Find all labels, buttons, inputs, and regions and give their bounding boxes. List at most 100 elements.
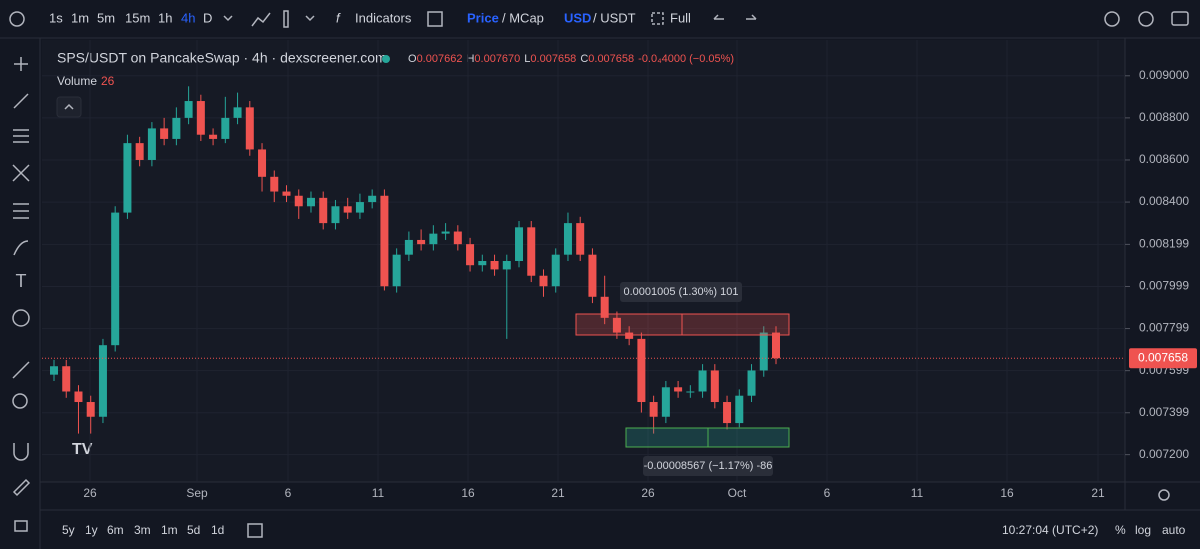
indicators-button[interactable]: Indicators (355, 10, 412, 25)
trendline-tool[interactable] (13, 93, 29, 109)
y-tick-label: 0.008600 (1139, 152, 1189, 166)
candle-body (772, 332, 780, 359)
candle-body (209, 134, 218, 139)
candle-body (490, 261, 499, 270)
candle-body (478, 261, 487, 266)
candle-body (392, 254, 401, 287)
range-button[interactable]: 1y (85, 523, 98, 537)
candle-body (74, 391, 83, 403)
fib-tool[interactable] (13, 129, 29, 143)
candle-body (637, 338, 646, 403)
candle-body (686, 391, 695, 393)
candle-body (245, 107, 254, 150)
layout-icon[interactable] (427, 11, 443, 27)
legend-key: C (580, 53, 588, 65)
candle-body (184, 101, 193, 118)
range-button[interactable]: 1d (211, 523, 224, 537)
range-button[interactable]: 1m (161, 523, 178, 537)
candle-body (441, 231, 450, 234)
plot: 0.009000 0.008800 0.008600 0.008400 0.008199… (42, 40, 1197, 500)
x-tick-label: 16 (461, 486, 475, 500)
candle-body (50, 366, 58, 375)
range-button[interactable]: 3m (134, 523, 151, 537)
candle-body (539, 275, 548, 287)
redo-icon[interactable] (746, 14, 757, 20)
left-toolbar: T (12, 57, 31, 532)
price-toggle[interactable]: Price (467, 10, 499, 25)
chart-area (42, 40, 1125, 482)
interval[interactable]: 1h (158, 10, 172, 25)
range-button[interactable]: 5y (62, 523, 75, 537)
legend-change: -0.0₄4000 (−0.05%) (638, 53, 734, 65)
magnet-tool[interactable] (13, 443, 29, 461)
mcap-toggle[interactable]: / MCap (502, 10, 544, 25)
candle-body (258, 149, 267, 177)
x-tick-label: 16 (1000, 486, 1014, 500)
projection-tool[interactable] (13, 203, 29, 219)
collapse-button[interactable] (56, 96, 82, 118)
fullscreen-icon[interactable] (651, 12, 664, 25)
undo-icon[interactable] (713, 14, 724, 20)
ruler-tool[interactable] (12, 361, 30, 379)
axis-settings-icon[interactable] (1158, 489, 1170, 501)
pattern-tool[interactable] (12, 164, 30, 182)
draw-mode-tool[interactable] (12, 478, 31, 497)
candle-body (160, 128, 169, 139)
interval[interactable]: 15m (125, 10, 150, 25)
candle-body (710, 370, 719, 403)
date-range-icon[interactable] (247, 523, 263, 538)
candle-body (62, 366, 71, 392)
candle-body (576, 223, 585, 255)
legend-value: 0.007658 (588, 53, 634, 65)
emoji-tool[interactable] (12, 309, 30, 327)
percent-toggle[interactable]: % (1115, 523, 1126, 537)
crosshair-tool[interactable] (14, 57, 28, 71)
last-price-label: 0.007658 (1138, 350, 1188, 364)
y-tick-label: 0.007999 (1139, 279, 1189, 293)
search-icon[interactable] (1104, 11, 1120, 27)
candle-style-icon[interactable] (283, 10, 289, 28)
candle-body (417, 239, 426, 245)
interval[interactable]: D (203, 10, 212, 25)
settings-icon[interactable] (1138, 11, 1154, 27)
x-tick-label: 21 (1091, 486, 1105, 500)
brush-tool[interactable] (13, 240, 29, 256)
lock-tool[interactable] (14, 520, 28, 532)
legend-key: L (524, 53, 530, 65)
interval[interactable]: 5m (97, 10, 115, 25)
range-button[interactable]: 6m (107, 523, 124, 537)
tv-logo: TV (72, 441, 93, 458)
dropdown-icon[interactable] (305, 15, 315, 22)
line-style-icon[interactable] (251, 12, 271, 27)
candle-body (221, 117, 230, 139)
x-tick-label: Oct (728, 486, 747, 500)
candle-body (196, 101, 205, 135)
usdt-toggle[interactable]: / USDT (593, 10, 636, 25)
measure-tooltip (620, 282, 742, 302)
legend-value: 0.007670 (474, 53, 520, 65)
interval[interactable]: 1s (49, 10, 63, 25)
fx-icon[interactable]: f (336, 10, 341, 25)
dropdown-icon[interactable] (223, 15, 233, 22)
snapshot-icon[interactable] (1171, 11, 1189, 26)
interval-active[interactable]: 4h (181, 10, 195, 25)
candle-body (551, 254, 560, 287)
log-toggle[interactable]: log (1135, 523, 1151, 537)
add-symbol-icon[interactable] (9, 11, 25, 27)
candle-body (282, 191, 291, 196)
auto-toggle[interactable]: auto (1162, 523, 1186, 537)
full-button[interactable]: Full (670, 10, 691, 25)
zoom-tool[interactable] (12, 393, 28, 409)
interval[interactable]: 1m (71, 10, 89, 25)
range-button[interactable]: 5d (187, 523, 200, 537)
usd-toggle[interactable]: USD (564, 10, 591, 25)
candle-body (343, 206, 352, 213)
x-tick-label: 6 (824, 486, 831, 500)
candle-body (661, 387, 670, 417)
candle-body (111, 212, 120, 346)
legend-key: O (408, 53, 417, 65)
text-tool[interactable]: T (16, 271, 27, 291)
candle-body (319, 197, 328, 224)
candle-body (380, 195, 389, 287)
